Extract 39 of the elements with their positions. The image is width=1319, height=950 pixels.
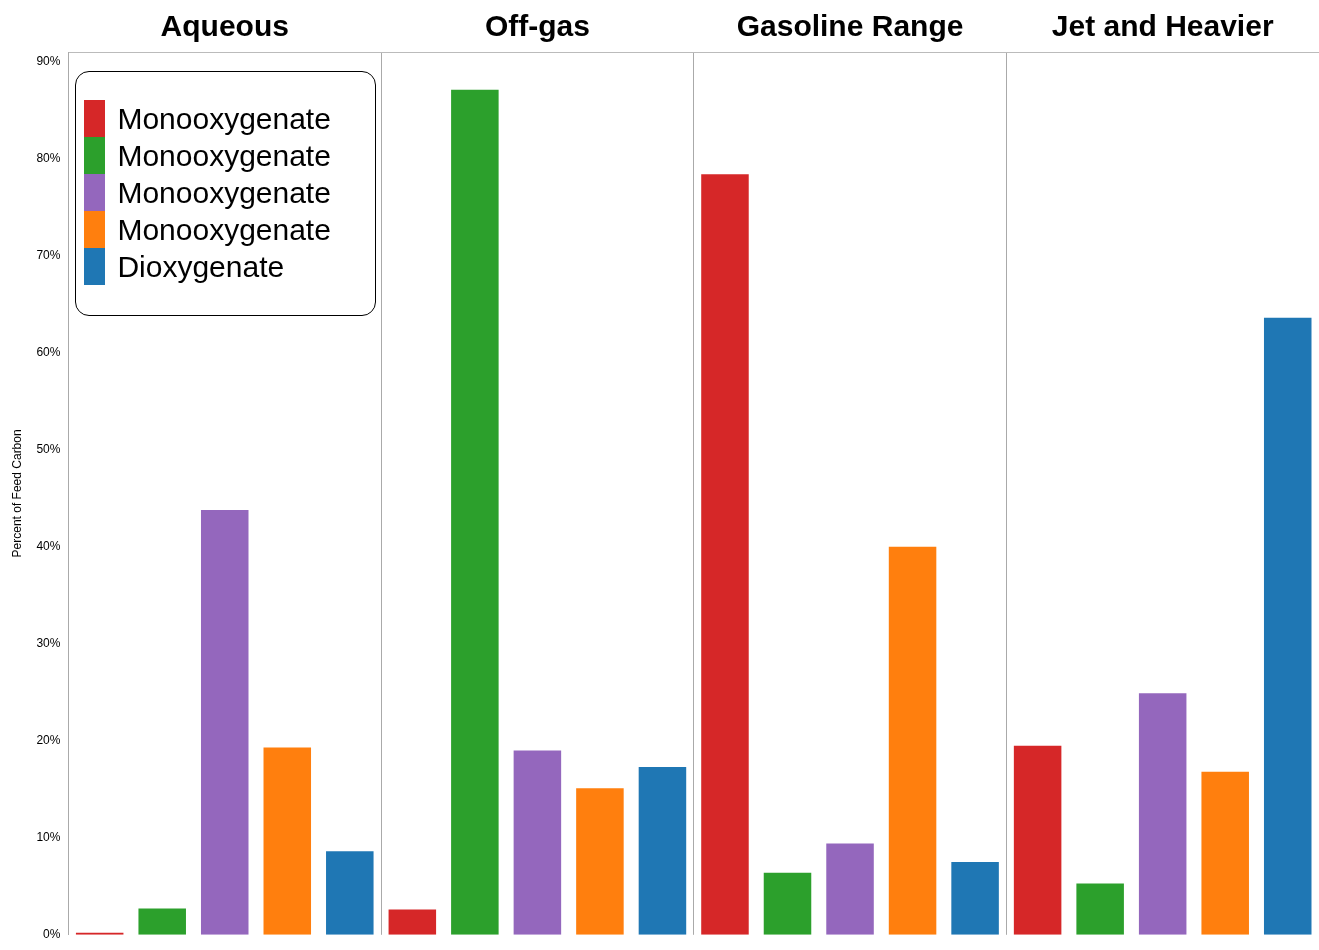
bar <box>138 908 186 935</box>
legend-label: Monooxygenate <box>117 175 331 211</box>
legend-label: Monooxygenate <box>117 212 331 248</box>
legend-label: Monooxygenate <box>117 101 331 137</box>
bar <box>1138 693 1187 935</box>
bar <box>1263 317 1312 935</box>
bar <box>576 788 624 935</box>
x-tick-label: Off-gas <box>484 9 590 43</box>
bar <box>701 174 749 935</box>
y-tick-label: 60% <box>36 345 61 360</box>
y-tick-label: 20% <box>36 733 61 748</box>
y-axis-title: Percent of Feed Carbon <box>9 429 24 558</box>
x-tick-label: Jet and Heavier <box>1051 9 1274 43</box>
bar <box>388 909 437 935</box>
bar <box>763 872 812 935</box>
bar <box>513 750 562 935</box>
bar <box>326 851 374 935</box>
legend-label: Dioxygenate <box>117 249 285 285</box>
bar <box>263 747 312 935</box>
y-tick-label: 10% <box>36 830 61 845</box>
bar <box>951 862 999 935</box>
x-tick-label: Gasoline Range <box>736 9 964 43</box>
y-tick-label: 90% <box>36 54 61 69</box>
y-tick-label: 30% <box>36 636 61 651</box>
bar <box>638 766 687 935</box>
bar <box>1201 771 1249 935</box>
legend-label: Monooxygenate <box>117 138 331 174</box>
bar <box>451 89 499 935</box>
bar <box>1076 883 1124 935</box>
y-tick-label: 40% <box>36 539 61 554</box>
y-tick-label: 50% <box>36 442 61 457</box>
bar <box>200 509 249 935</box>
y-tick-label: 70% <box>36 248 61 263</box>
y-tick-label: 0% <box>43 927 61 942</box>
bar <box>1013 745 1062 935</box>
bar <box>888 546 937 935</box>
bar <box>826 843 874 935</box>
y-tick-label: 80% <box>36 151 61 166</box>
x-tick-label: Aqueous <box>160 9 289 43</box>
